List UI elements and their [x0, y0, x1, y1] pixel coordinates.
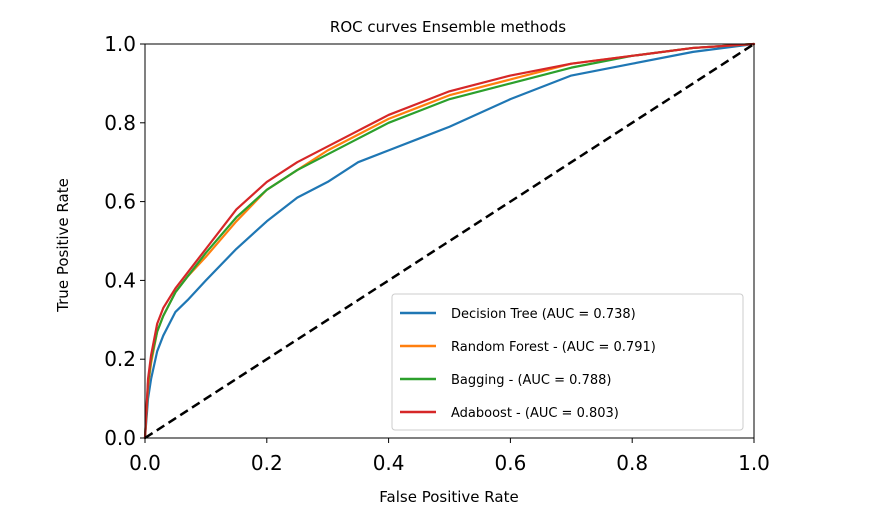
reference-layer — [144, 42, 755, 440]
chart-title: ROC curves Ensemble methods — [330, 18, 566, 36]
x-tick-label: 1.0 — [738, 451, 770, 475]
legend-label-1: Random Forest - (AUC = 0.791) — [451, 340, 656, 355]
series-line-2 — [143, 42, 756, 440]
legend-label-0: Decision Tree (AUC = 0.738) — [451, 307, 636, 322]
x-tick-label: 0.8 — [616, 451, 648, 475]
series-line-0 — [143, 42, 756, 440]
y-tick-label: 0.0 — [104, 426, 136, 450]
y-tick-label: 0.8 — [104, 111, 136, 135]
series-layer — [143, 42, 756, 440]
legend-label-2: Bagging - (AUC = 0.788) — [451, 373, 611, 388]
y-tick-label: 0.6 — [104, 190, 136, 214]
legend-box — [391, 293, 744, 431]
x-axis-ticks: 0.0 0.2 0.4 0.6 0.8 1.0 — [129, 438, 770, 475]
legend-label-3: Adaboost - (AUC = 0.803) — [451, 406, 619, 421]
y-tick-label: 0.4 — [104, 268, 136, 292]
x-tick-label: 0.4 — [373, 451, 405, 475]
y-axis-label: True Positive Rate — [54, 178, 72, 313]
legend: Decision Tree (AUC = 0.738) Random Forest… — [391, 293, 744, 431]
reference-diagonal-line — [144, 42, 755, 440]
x-tick-label: 0.0 — [129, 451, 161, 475]
x-axis-label: False Positive Rate — [379, 488, 518, 506]
plot-frame — [144, 43, 755, 439]
y-tick-label: 1.0 — [104, 32, 136, 56]
x-tick-label: 0.2 — [251, 451, 283, 475]
y-axis-ticks: 0.0 0.2 0.4 0.6 0.8 1.0 — [104, 32, 145, 450]
series-line-3 — [143, 42, 756, 440]
x-tick-label: 0.6 — [494, 451, 526, 475]
y-tick-label: 0.2 — [104, 347, 136, 371]
